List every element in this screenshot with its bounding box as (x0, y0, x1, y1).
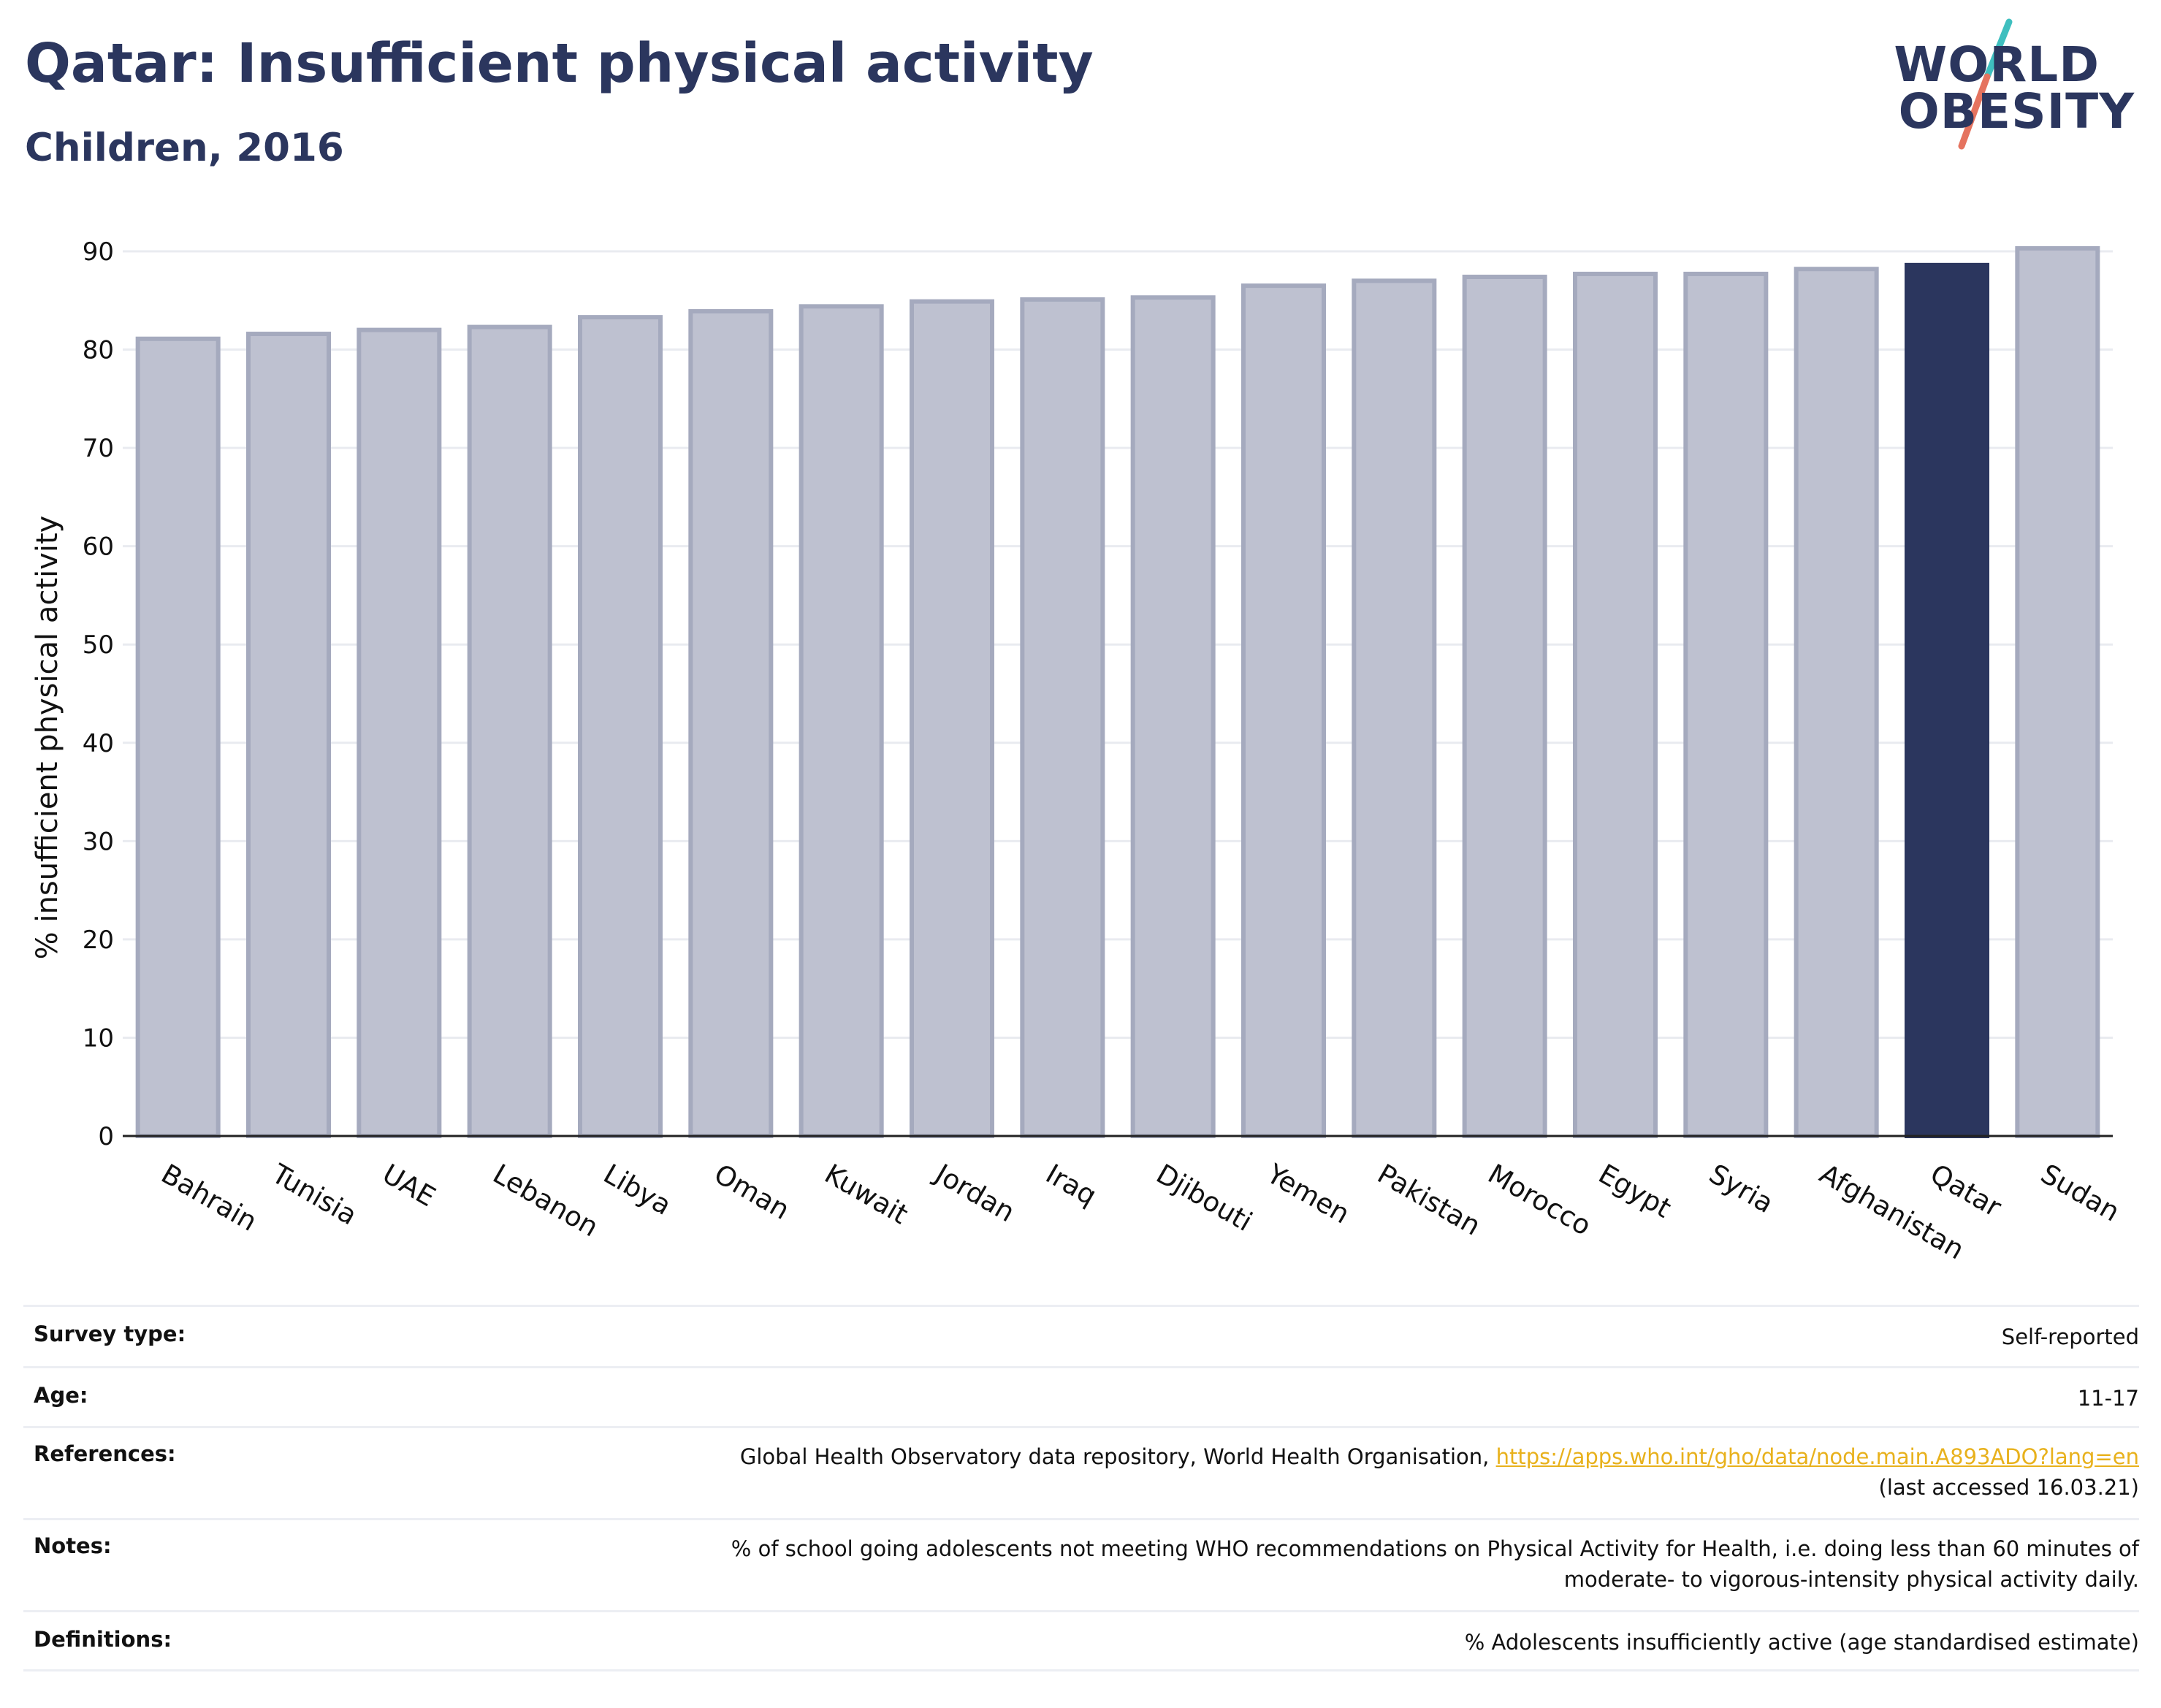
info-table: Survey type: Self-reported Age: 11-17 Re… (23, 1305, 2139, 1671)
x-tick-label: Pakistan (1372, 1158, 1486, 1242)
definitions-row: Definitions: % Adolescents insufficientl… (23, 1610, 2139, 1671)
y-tick-labels: 0 10 20 30 40 50 60 70 80 90 (83, 237, 114, 1151)
bar-yemen (1241, 283, 1326, 1138)
age-value: 11-17 (2077, 1386, 2139, 1411)
gridlines (123, 250, 2113, 1039)
bar-morocco (1462, 274, 1547, 1138)
references-text: Global Health Observatory data repositor… (739, 1444, 1496, 1469)
x-tick-label: Morocco (1483, 1158, 1597, 1242)
bar-libya (578, 315, 663, 1138)
bar-jordan (910, 299, 994, 1139)
bar-oman (688, 309, 774, 1139)
bar-egypt (1573, 271, 1658, 1139)
definitions-label: Definitions: (34, 1627, 172, 1652)
x-tick-label: Yemen (1261, 1158, 1355, 1230)
x-tick-label: Qatar (1925, 1158, 2007, 1224)
y-tick-label: 70 (83, 434, 114, 463)
bar-chart: 0 10 20 30 40 50 60 70 80 90 Bahrain Tunisia UAE Leb… (31, 237, 2125, 1265)
bar-afghanistan (1794, 267, 1879, 1139)
x-tick-label: Sudan (2035, 1158, 2124, 1228)
y-tick-label: 20 (83, 926, 114, 955)
x-tick-label: Libya (598, 1158, 676, 1221)
bar-uae (357, 327, 442, 1139)
references-value: Global Health Observatory data repositor… (740, 1441, 2139, 1503)
x-tick-label: Kuwait (820, 1158, 914, 1230)
y-tick-label: 10 (83, 1023, 114, 1053)
x-tick-label: UAE (377, 1158, 441, 1213)
y-axis-title: % insufficient physical activity (31, 516, 64, 960)
bar-syria (1683, 271, 1769, 1139)
chart-subtitle: Children, 2016 (25, 126, 344, 170)
references-accessed: (last accessed 16.03.21) (1878, 1475, 2139, 1500)
bars (135, 245, 2100, 1139)
bar-iraq (1020, 297, 1105, 1138)
references-label: References: (34, 1441, 176, 1466)
y-tick-label: 90 (83, 237, 114, 267)
age-label: Age: (34, 1383, 88, 1408)
who-gho-link[interactable]: https://apps.who.int/gho/data/node.main.… (1495, 1444, 2139, 1469)
bar-tunisia (246, 332, 331, 1139)
survey-type-value: Self-reported (2001, 1324, 2139, 1349)
logo-text-world: WORLD (1894, 37, 2100, 93)
x-tick-label: Djibouti (1151, 1158, 1258, 1238)
notes-value: % of school going adolescents not meetin… (731, 1533, 2139, 1595)
notes-label: Notes: (34, 1533, 112, 1558)
y-tick-label: 30 (83, 827, 114, 856)
bar-djibouti (1130, 295, 1216, 1139)
definitions-value: % Adolescents insufficiently active (age… (1464, 1630, 2139, 1655)
logo-slash-icon (1958, 18, 2013, 150)
age-row: Age: 11-17 (23, 1366, 2139, 1426)
bar-lebanon (467, 324, 552, 1138)
bar-sudan (2015, 245, 2100, 1138)
notes-row: Notes: % of school going adolescents not… (23, 1518, 2139, 1610)
x-tick-label: Lebanon (488, 1158, 604, 1243)
x-tick-label: Tunisia (266, 1158, 362, 1232)
x-tick-label: Bahrain (156, 1158, 262, 1238)
bar-highlight-qatar (1905, 262, 1989, 1139)
logo-text-obesity: OBESITY (1898, 83, 2135, 140)
survey-type-label: Survey type: (34, 1322, 186, 1346)
y-tick-label: 80 (83, 336, 114, 365)
references-row: References: Global Health Observatory da… (23, 1426, 2139, 1518)
y-tick-label: 50 (83, 630, 114, 660)
bar-kuwait (799, 304, 884, 1139)
chart-title: Qatar: Insufficient physical activity (25, 32, 1094, 95)
x-tick-label: Iraq (1040, 1158, 1102, 1211)
y-tick-label: 60 (83, 533, 114, 562)
bar-pakistan (1352, 278, 1437, 1138)
world-obesity-logo: WORLD OBESITY (1894, 15, 2148, 161)
x-tick-label: Syria (1704, 1158, 1779, 1219)
x-tick-label: Oman (709, 1158, 795, 1226)
x-tick-label: Egypt (1593, 1158, 1677, 1224)
bar-bahrain (135, 336, 221, 1139)
y-tick-label: 40 (83, 729, 114, 758)
y-tick-label: 0 (98, 1122, 114, 1151)
survey-type-row: Survey type: Self-reported (23, 1305, 2139, 1366)
notes-line-2: moderate- to vigorous-intensity physical… (1563, 1567, 2139, 1592)
x-tick-label: Jordan (929, 1157, 1020, 1228)
notes-line-1: % of school going adolescents not meetin… (731, 1536, 2139, 1561)
